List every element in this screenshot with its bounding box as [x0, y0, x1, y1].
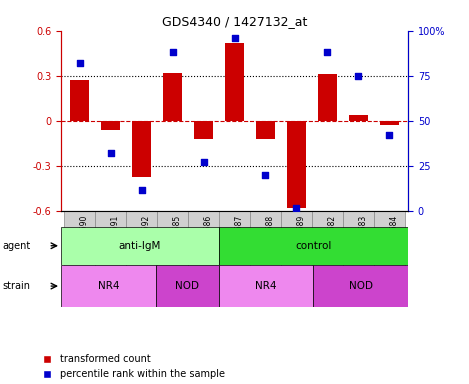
Text: GSM915690: GSM915690	[80, 215, 89, 261]
Bar	[349, 115, 368, 121]
Point	[76, 60, 83, 66]
Text: GSM915683: GSM915683	[358, 215, 367, 261]
Point	[200, 159, 207, 166]
Bar	[374, 211, 405, 280]
Bar	[318, 74, 337, 121]
Bar	[250, 211, 281, 280]
Bar	[70, 80, 89, 121]
Text: NOD: NOD	[175, 281, 199, 291]
Bar	[64, 211, 95, 280]
Text: NOD: NOD	[349, 281, 373, 291]
Bar	[219, 265, 313, 307]
Bar	[61, 265, 156, 307]
Text: GSM915687: GSM915687	[234, 215, 243, 261]
Point	[138, 187, 145, 193]
Bar	[61, 227, 219, 265]
Bar	[132, 121, 151, 177]
Bar	[287, 121, 306, 208]
Text: agent: agent	[2, 241, 30, 251]
Bar	[101, 121, 120, 130]
Bar	[163, 73, 182, 121]
Bar	[343, 211, 374, 280]
Bar	[157, 211, 188, 280]
Bar	[313, 265, 408, 307]
Text: GSM915689: GSM915689	[296, 215, 305, 261]
Bar	[188, 211, 219, 280]
Point	[107, 151, 114, 157]
Point	[324, 49, 331, 55]
Bar	[281, 211, 312, 280]
Text: NR4: NR4	[255, 281, 277, 291]
Bar	[219, 211, 250, 280]
Point	[262, 172, 269, 178]
Bar	[312, 211, 343, 280]
Bar	[219, 227, 408, 265]
Text: GSM915682: GSM915682	[327, 215, 336, 261]
Text: NR4: NR4	[98, 281, 119, 291]
Text: GSM915685: GSM915685	[173, 215, 182, 261]
Legend: transformed count, percentile rank within the sample: transformed count, percentile rank withi…	[42, 354, 225, 379]
Bar	[225, 43, 244, 121]
Text: anti-IgM: anti-IgM	[119, 241, 161, 251]
Bar	[95, 211, 126, 280]
Text: GSM915684: GSM915684	[389, 215, 399, 261]
Bar	[194, 121, 213, 139]
Text: GSM915691: GSM915691	[111, 215, 120, 261]
Point	[169, 49, 176, 55]
Bar	[156, 265, 219, 307]
Bar	[126, 211, 157, 280]
Text: GSM915688: GSM915688	[265, 215, 274, 261]
Point	[293, 205, 300, 211]
Bar	[380, 121, 399, 126]
Title: GDS4340 / 1427132_at: GDS4340 / 1427132_at	[162, 15, 307, 28]
Text: GSM915692: GSM915692	[142, 215, 151, 261]
Text: strain: strain	[2, 281, 30, 291]
Text: control: control	[295, 241, 332, 251]
Point	[355, 73, 362, 79]
Bar	[256, 121, 275, 139]
Point	[386, 132, 393, 139]
Point	[231, 35, 238, 41]
Text: GSM915686: GSM915686	[204, 215, 212, 261]
